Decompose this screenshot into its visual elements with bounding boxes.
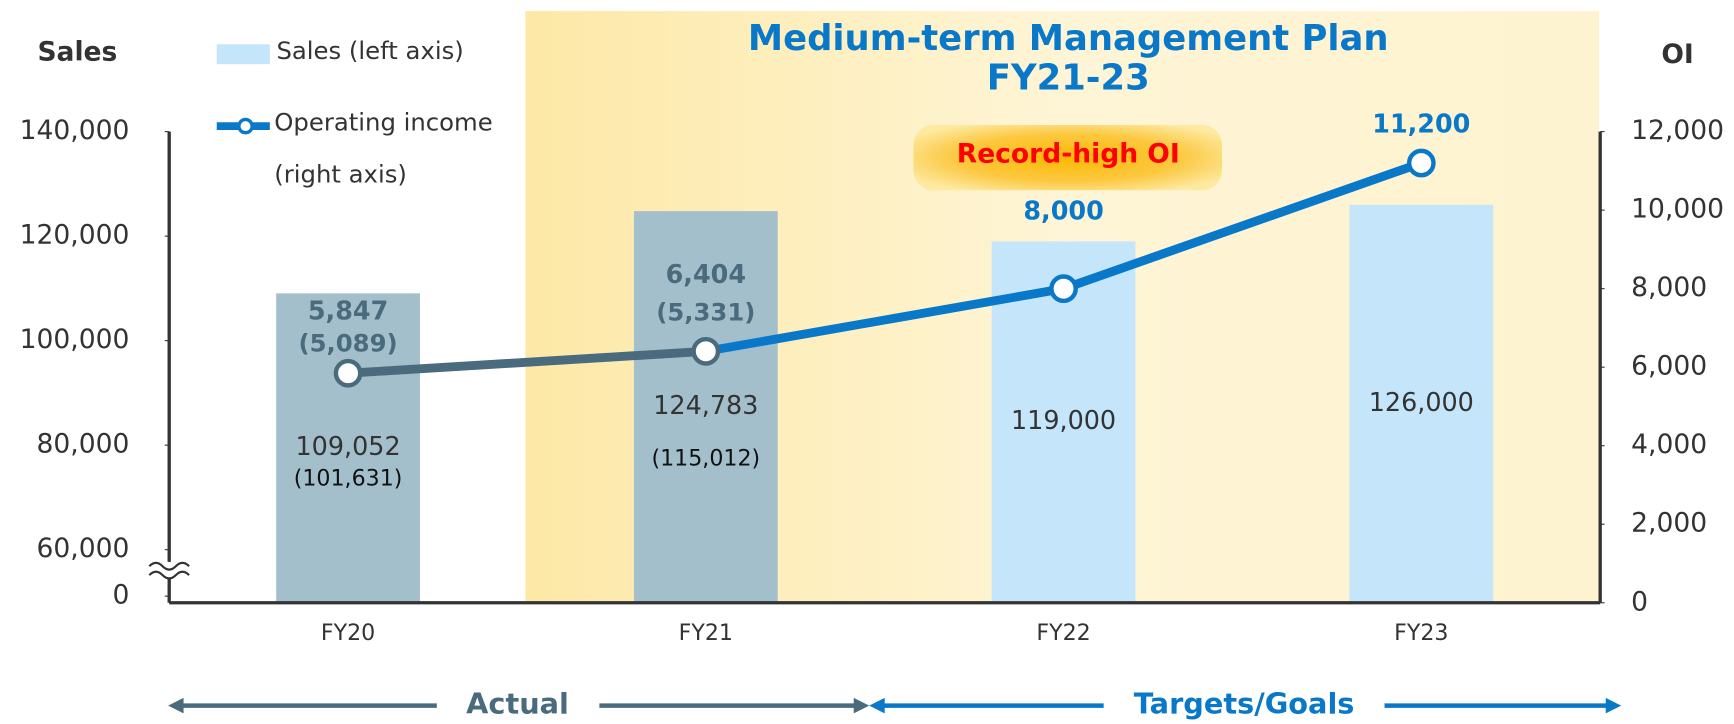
period-label: Targets/Goals	[1134, 687, 1355, 720]
bar-value-label: 126,000	[1369, 387, 1474, 417]
chart-subtitle: FY21-23	[987, 58, 1150, 99]
legend-swatch-marker	[237, 117, 254, 135]
y-tick-label: 80,000	[37, 429, 130, 460]
line-value-label: 8,000	[1023, 195, 1103, 225]
y2-tick-label: 12,000	[1631, 115, 1724, 146]
line-value-label: 5,847	[308, 295, 388, 325]
bar-sub-value-label: (101,631)	[294, 466, 403, 492]
y2-axis-label: OI	[1661, 39, 1693, 70]
x-tick-label: FY20	[321, 620, 375, 646]
bar	[276, 293, 420, 603]
line-sub-value-label: (5,089)	[298, 328, 397, 357]
line-value-label: 6,404	[666, 259, 746, 289]
line-marker	[691, 336, 721, 366]
line-sub-value-label: (5,331)	[656, 298, 755, 327]
chart-title: Medium-term Management Plan	[748, 18, 1389, 59]
legend-item: Operating income (right axis)	[274, 109, 493, 190]
line-marker	[1406, 148, 1436, 178]
x-tick-label: FY22	[1036, 620, 1090, 646]
arrows	[168, 697, 1622, 714]
y-tick-label: 120,000	[20, 220, 130, 251]
bar-value-label: 124,783	[653, 390, 758, 420]
bar	[1349, 204, 1494, 603]
y-axis-label: Sales	[37, 37, 117, 68]
line-value-label: 11,200	[1372, 108, 1470, 138]
bar-value-label: 119,000	[1011, 405, 1116, 435]
legend-label: Operating income (right axis)	[274, 109, 493, 190]
period-label: Actual	[466, 687, 569, 720]
bar	[633, 211, 778, 603]
record-badge	[913, 124, 1222, 191]
y2-tick-label: 8,000	[1631, 272, 1707, 303]
x-tick-label: FY21	[679, 620, 733, 646]
bar-value-label: 109,052	[296, 431, 401, 461]
bar-sub-value-label: (115,012)	[651, 445, 760, 471]
x-tick-label: FY23	[1394, 620, 1448, 646]
y2-tick-label: 0	[1631, 586, 1648, 617]
line-segment	[701, 284, 1068, 356]
y-tick-label: 0	[112, 580, 129, 611]
y-tick-label: 140,000	[20, 115, 130, 146]
line-marker	[1049, 274, 1078, 304]
y-tick-label: 60,000	[37, 533, 130, 564]
y2-tick-label: 10,000	[1631, 194, 1724, 225]
y-tick-label: 100,000	[20, 324, 130, 355]
legend-swatch-bar	[216, 44, 270, 65]
y2-tick-label: 4,000	[1631, 429, 1707, 460]
line-marker	[333, 358, 363, 388]
y2-tick-label: 2,000	[1631, 508, 1707, 539]
line-segment	[343, 346, 711, 378]
legend-label: Sales (left axis)	[276, 36, 463, 65]
record-label: Record-high OI	[957, 138, 1180, 169]
line-segment	[1059, 158, 1426, 294]
axis-break	[148, 561, 190, 580]
y2-tick-label: 6,000	[1631, 351, 1707, 382]
